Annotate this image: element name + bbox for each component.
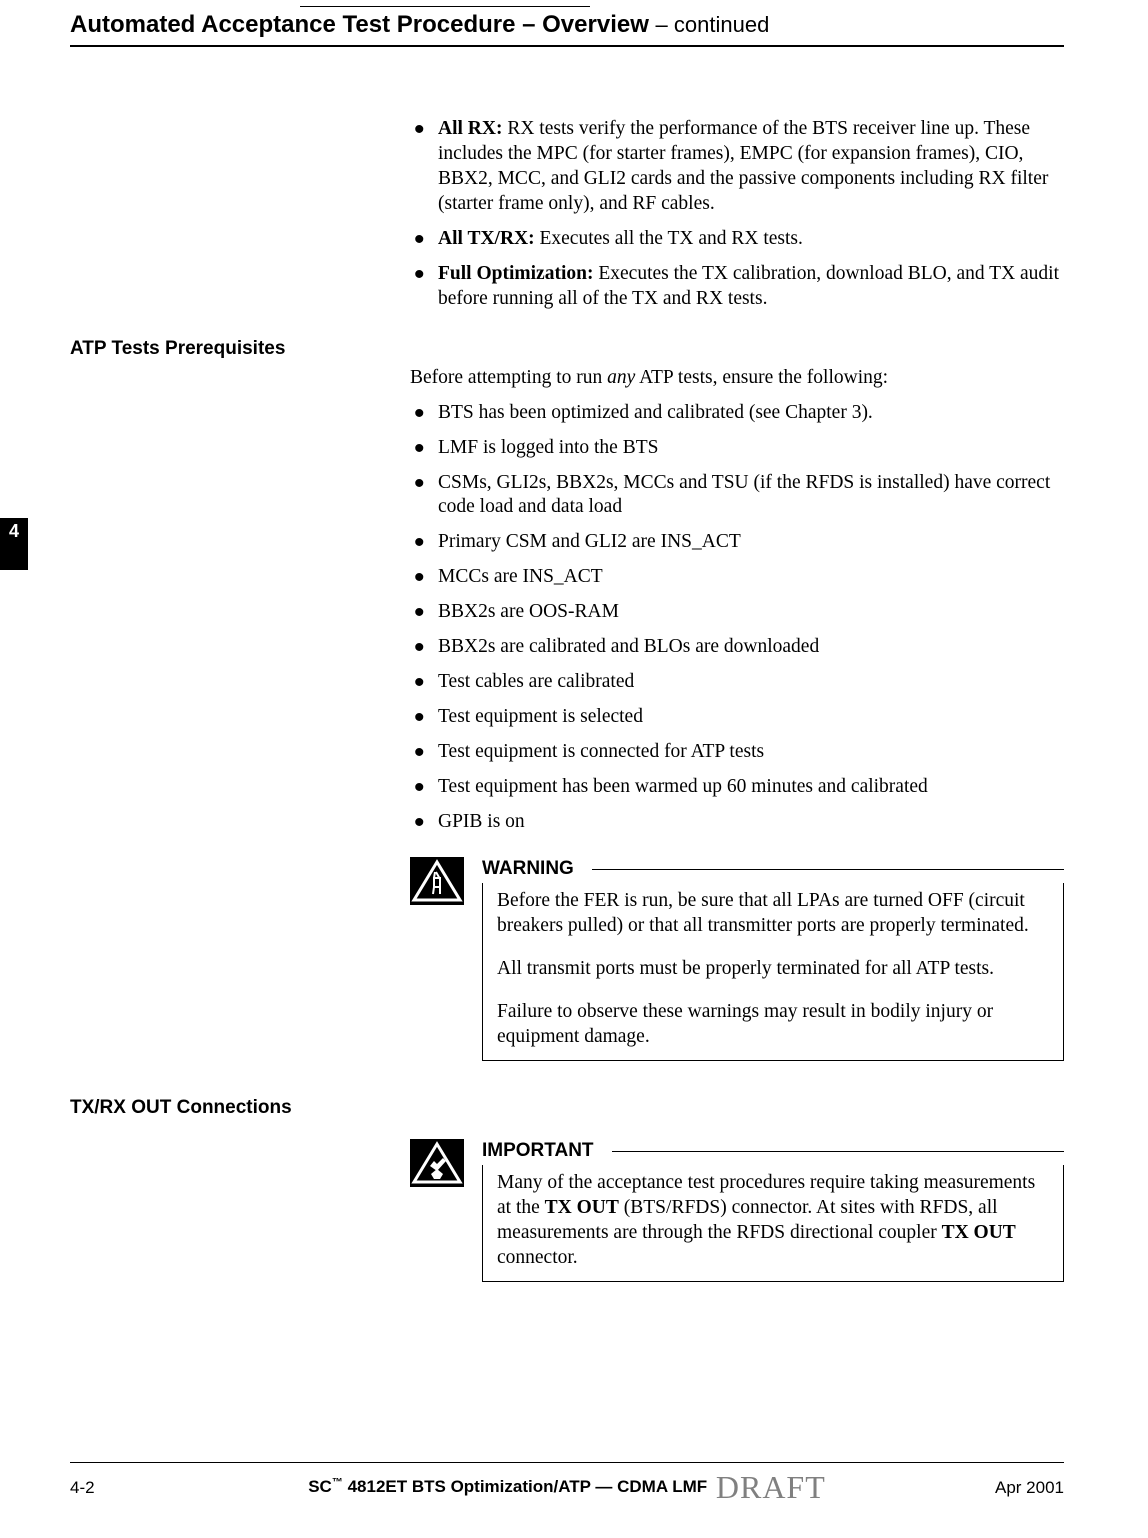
page: Automated Acceptance Test Procedure – Ov… <box>0 6 1148 1538</box>
txrx-block: TX/RX OUT Connections IMPORTANT <box>70 1097 1064 1282</box>
header-rule <box>70 45 1064 47</box>
bullet-item: Full Optimization: Executes the TX calib… <box>410 262 1064 312</box>
list-item: BTS has been optimized and calibrated (s… <box>410 401 1064 426</box>
footer-tm: ™ <box>332 1476 343 1488</box>
important-p1: Many of the acceptance test procedures r… <box>497 1171 1049 1271</box>
important-callout: IMPORTANT Many of the acceptance test pr… <box>410 1139 1064 1282</box>
list-item: GPIB is on <box>410 810 1064 835</box>
atp-intro-after: ATP tests, ensure the following: <box>635 367 888 388</box>
page-title-continued: – continued <box>656 12 770 37</box>
important-title: IMPORTANT <box>482 1139 594 1163</box>
important-p1-after: connector. <box>497 1247 578 1268</box>
list-item-text: BTS has been optimized and calibrated (s… <box>438 402 873 423</box>
footer-text: 4812ET BTS Optimization/ATP — CDMA LMF <box>348 1477 708 1496</box>
top-rule <box>300 6 590 7</box>
list-item: CSMs, GLI2s, BBX2s, MCCs and TSU (if the… <box>410 471 1064 521</box>
atp-intro: Before attempting to run any ATP tests, … <box>410 366 1064 391</box>
list-item: Test cables are calibrated <box>410 670 1064 695</box>
atp-content: Before attempting to run any ATP tests, … <box>410 312 1064 1061</box>
page-title: Automated Acceptance Test Procedure – Ov… <box>70 11 649 38</box>
top-block: All RX: RX tests verify the performance … <box>70 107 1064 312</box>
bullet-lead: All RX: <box>438 118 502 139</box>
top-block-left <box>70 107 410 312</box>
footer-page-num: 4-2 <box>70 1478 190 1498</box>
list-item-text: CSMs, GLI2s, BBX2s, MCCs and TSU (if the… <box>438 472 1050 518</box>
warning-callout: WARNING Before the FER is run, be sure t… <box>410 857 1064 1061</box>
list-item: BBX2s are calibrated and BLOs are downlo… <box>410 635 1064 660</box>
list-item-text: MCCs are INS_ACT <box>438 566 603 587</box>
list-item: BBX2s are OOS-RAM <box>410 600 1064 625</box>
warning-title: WARNING <box>482 857 574 881</box>
footer-row: 4-2 SC™ 4812ET BTS Optimization/ATP — CD… <box>70 1469 1064 1506</box>
bullet-lead: All TX/RX: <box>438 228 535 249</box>
side-tab: 4 <box>0 518 28 570</box>
page-footer: 4-2 SC™ 4812ET BTS Optimization/ATP — CD… <box>70 1462 1064 1506</box>
atp-block: ATP Tests Prerequisites Before attemptin… <box>70 312 1064 1061</box>
list-item-text: BBX2s are calibrated and BLOs are downlo… <box>438 636 819 657</box>
warning-box: Before the FER is run, be sure that all … <box>482 883 1064 1061</box>
list-item: LMF is logged into the BTS <box>410 436 1064 461</box>
warning-p3: Failure to observe these warnings may re… <box>497 1000 1049 1050</box>
important-icon <box>410 1139 464 1282</box>
footer-date: Apr 2001 <box>944 1478 1064 1498</box>
important-p1-b2: TX OUT <box>942 1222 1016 1243</box>
bullet-text: RX tests verify the performance of the B… <box>438 118 1048 214</box>
warning-body: WARNING Before the FER is run, be sure t… <box>482 857 1064 1061</box>
list-item-text: BBX2s are OOS-RAM <box>438 601 619 622</box>
list-item: Test equipment is connected for ATP test… <box>410 740 1064 765</box>
list-item-text: GPIB is on <box>438 811 525 832</box>
footer-draft: DRAFT <box>716 1469 826 1505</box>
list-item: Primary CSM and GLI2 are INS_ACT <box>410 530 1064 555</box>
list-item-text: Test cables are calibrated <box>438 671 634 692</box>
footer-prefix: SC <box>308 1477 332 1496</box>
warning-icon <box>410 857 464 1061</box>
warning-title-row: WARNING <box>482 857 1064 881</box>
important-body: IMPORTANT Many of the acceptance test pr… <box>482 1139 1064 1282</box>
important-box: Many of the acceptance test procedures r… <box>482 1165 1064 1282</box>
bullet-lead: Full Optimization: <box>438 263 593 284</box>
list-item-text: Test equipment is selected <box>438 706 643 727</box>
txrx-content: IMPORTANT Many of the acceptance test pr… <box>410 1097 1064 1282</box>
list-item-text: Test equipment is connected for ATP test… <box>438 741 764 762</box>
bullet-text: Executes all the TX and RX tests. <box>535 228 803 249</box>
top-block-right: All RX: RX tests verify the performance … <box>410 107 1064 312</box>
list-item-text: Primary CSM and GLI2 are INS_ACT <box>438 531 741 552</box>
important-p1-b1: TX OUT <box>545 1197 619 1218</box>
footer-rule <box>70 1462 1064 1463</box>
txrx-heading: TX/RX OUT Connections <box>70 1097 410 1282</box>
bullet-item: All TX/RX: Executes all the TX and RX te… <box>410 227 1064 252</box>
important-title-rule <box>612 1151 1064 1152</box>
warning-p1: Before the FER is run, be sure that all … <box>497 889 1049 939</box>
list-item: Test equipment has been warmed up 60 min… <box>410 775 1064 800</box>
atp-intro-before: Before attempting to run <box>410 367 607 388</box>
warning-title-rule <box>592 869 1064 870</box>
page-header: Automated Acceptance Test Procedure – Ov… <box>70 11 1064 39</box>
footer-center: SC™ 4812ET BTS Optimization/ATP — CDMA L… <box>190 1469 944 1506</box>
list-item-text: LMF is logged into the BTS <box>438 437 658 458</box>
top-bullets: All RX: RX tests verify the performance … <box>410 117 1064 312</box>
atp-list: BTS has been optimized and calibrated (s… <box>410 401 1064 835</box>
list-item: Test equipment is selected <box>410 705 1064 730</box>
list-item-text: Test equipment has been warmed up 60 min… <box>438 776 928 797</box>
important-title-row: IMPORTANT <box>482 1139 1064 1163</box>
atp-heading: ATP Tests Prerequisites <box>70 338 410 1061</box>
list-item: MCCs are INS_ACT <box>410 565 1064 590</box>
warning-p2: All transmit ports must be properly term… <box>497 957 1049 982</box>
bullet-item: All RX: RX tests verify the performance … <box>410 117 1064 217</box>
atp-intro-em: any <box>607 367 635 388</box>
